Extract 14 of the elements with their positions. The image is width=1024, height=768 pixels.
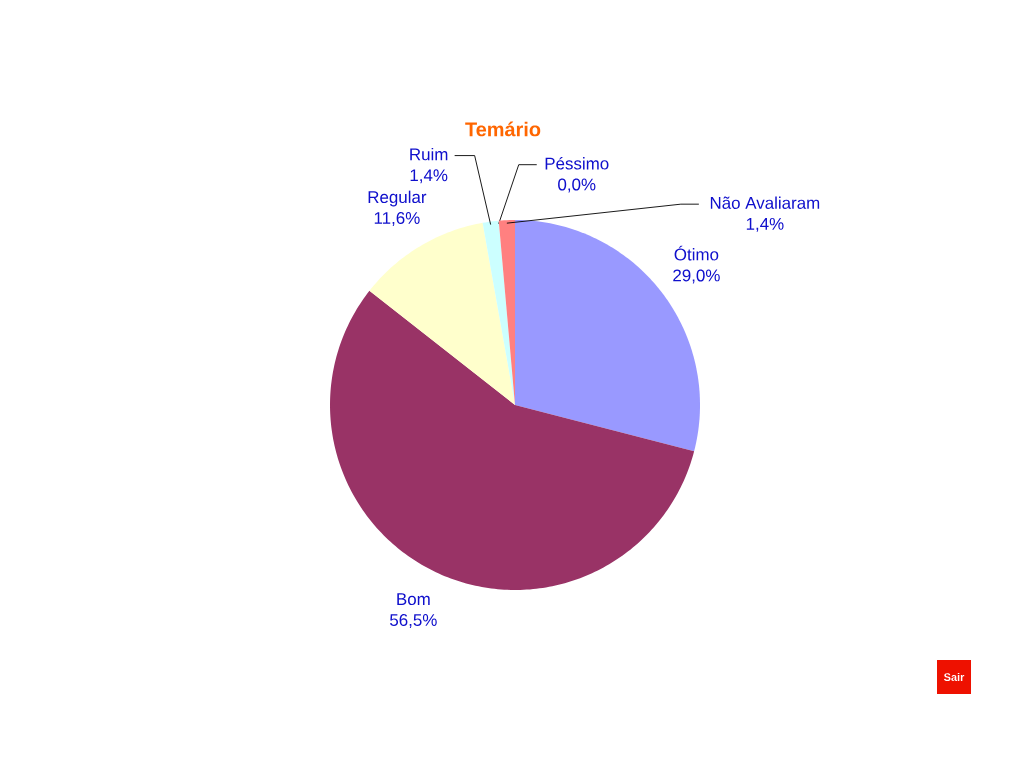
slice-label: Ótimo [674,245,719,261]
text: 0,0% [558,178,596,193]
data-label: 56,5% [390,614,437,628]
slice-label: Regular [368,190,427,207]
category-label: Péssimo [545,156,609,170]
slice-label: Não Avaliaram [710,196,820,209]
data-label: 1,4% [746,217,784,232]
data-label: 1,4% [410,169,448,184]
slice-label: Ruim [410,147,448,161]
data-label: 29,0% [673,269,720,284]
slice-label: Bom [397,593,430,606]
text: Sair [943,672,965,682]
data-label: 11,6% [374,212,420,227]
chart-title: Temário [465,121,541,137]
